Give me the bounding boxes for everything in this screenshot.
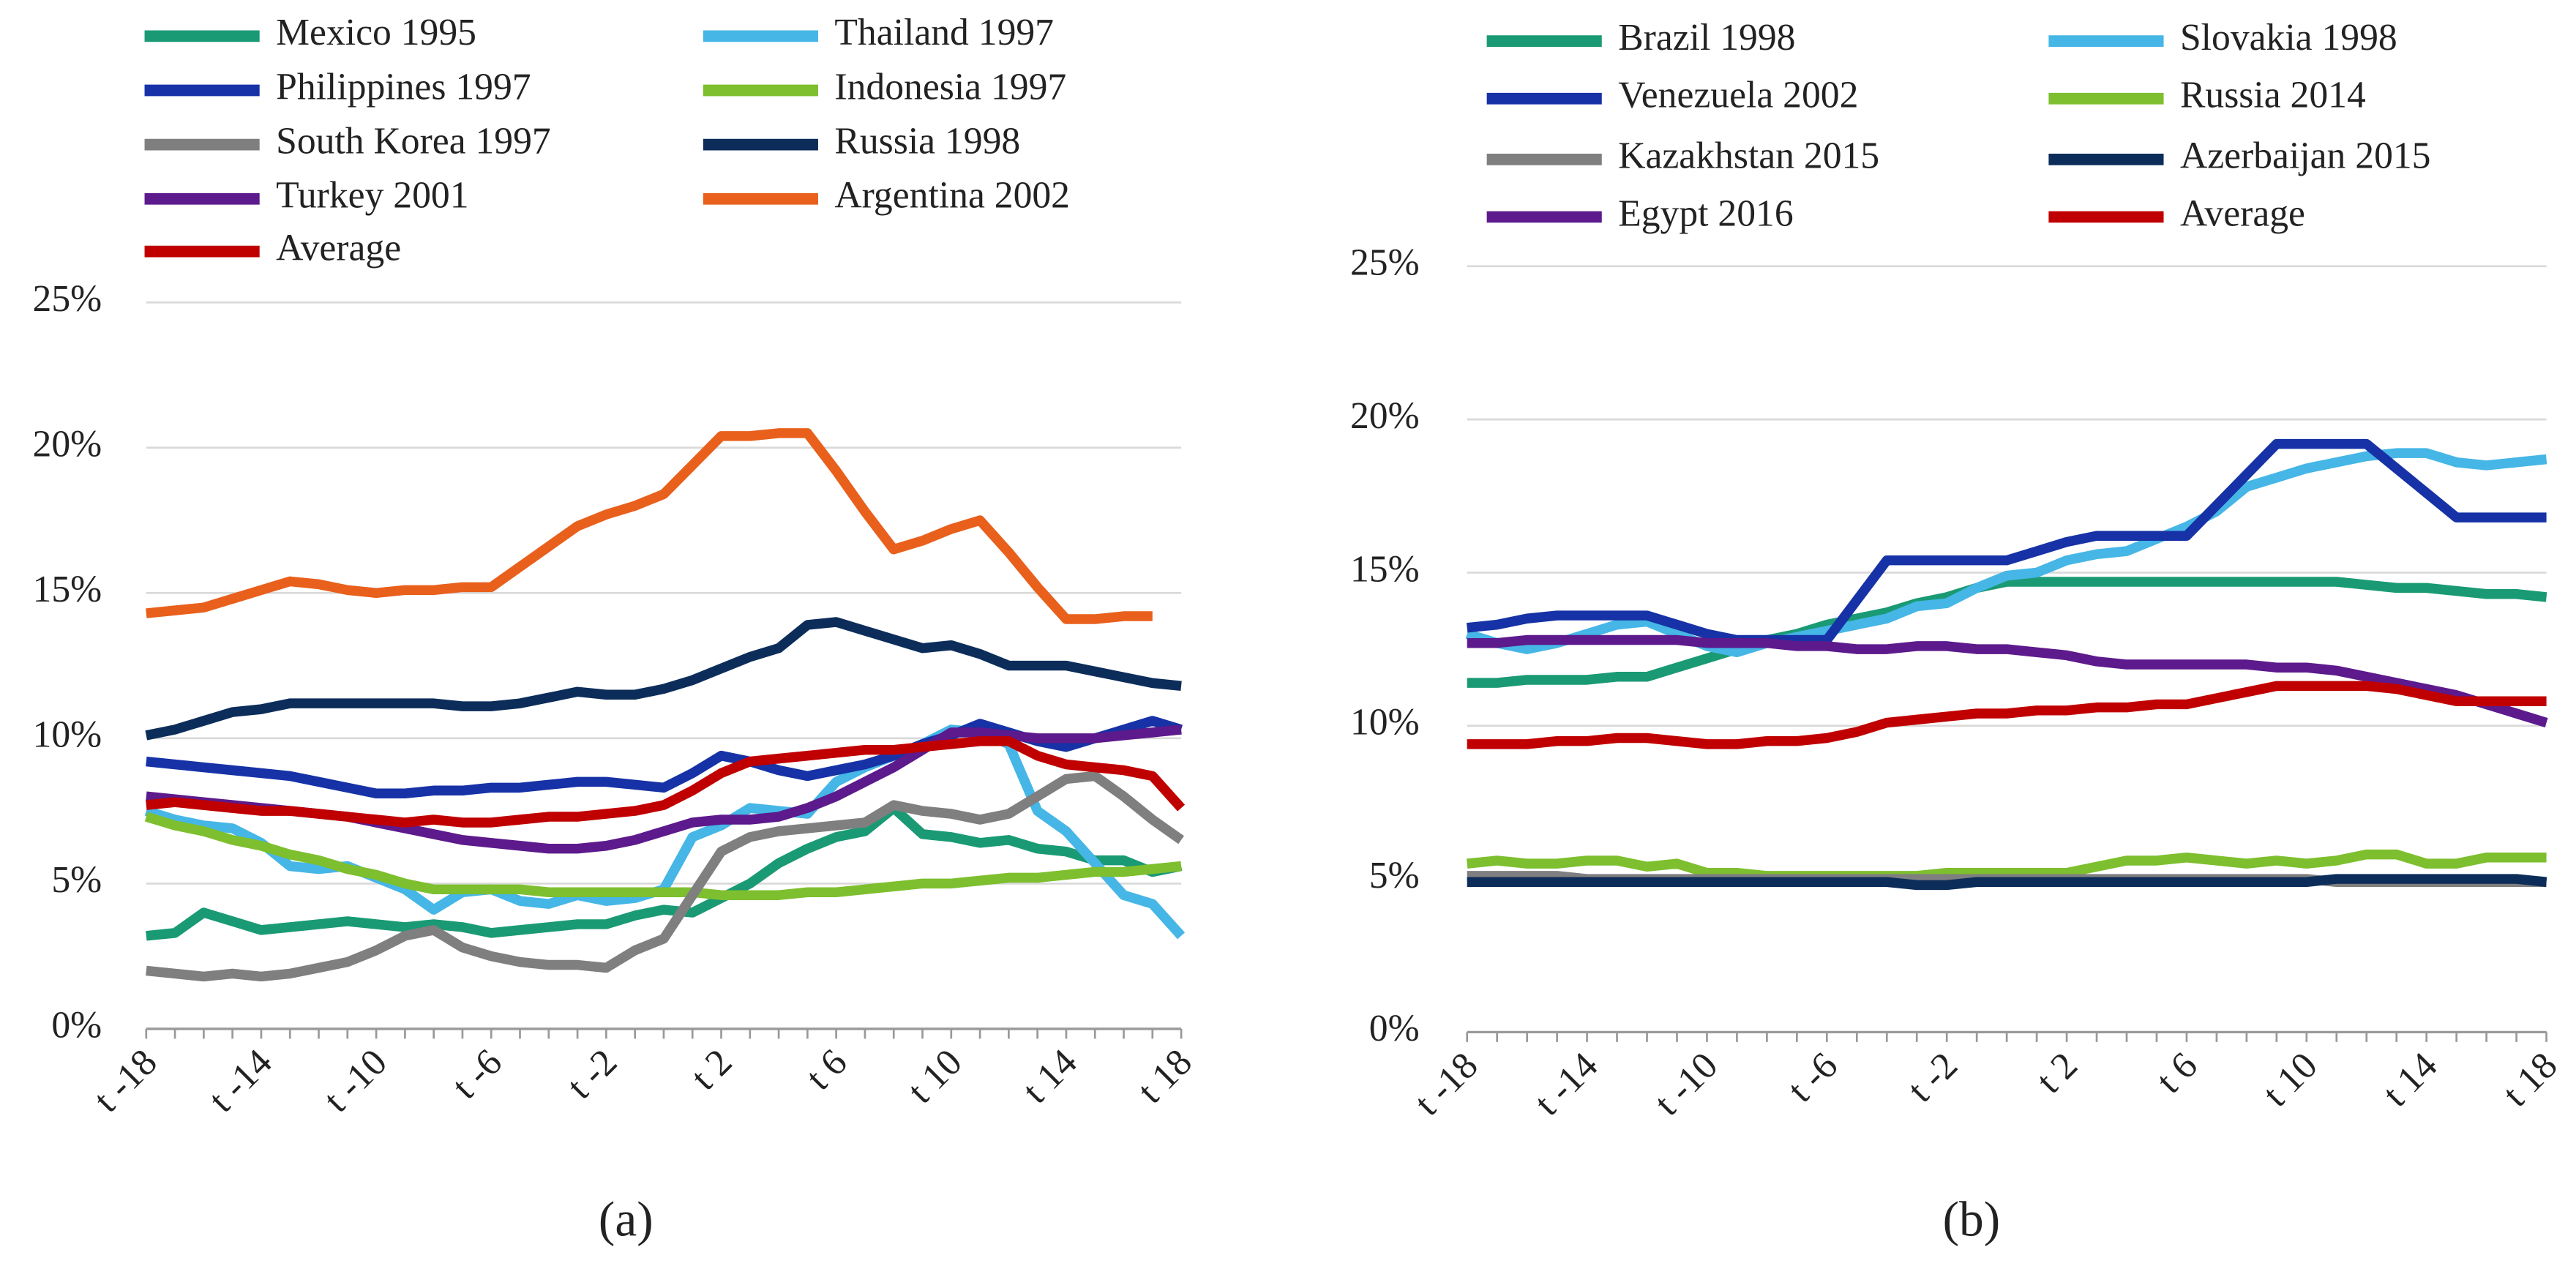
x-tick-label: t 10 — [2255, 1044, 2326, 1115]
legend-label: Argentina 2002 — [834, 175, 1070, 217]
legend-label: Mexico 1995 — [276, 12, 476, 53]
y-tick-label: 20% — [1350, 395, 1420, 437]
series-line — [146, 803, 1183, 941]
legend-label: Azerbaijan 2015 — [2180, 135, 2431, 177]
y-tick-label: 0% — [51, 1005, 102, 1046]
series-line — [146, 771, 1184, 982]
series-line — [1467, 438, 2547, 645]
x-tick-label: t -10 — [1647, 1044, 1726, 1123]
x-tick-label: t 18 — [1130, 1041, 1200, 1112]
series-line — [146, 428, 1153, 624]
legend-label: Brazil 1998 — [1618, 17, 1795, 59]
y-tick-label: 25% — [1350, 242, 1420, 284]
x-tick-label: t -10 — [316, 1041, 395, 1120]
y-tick-label: 0% — [1369, 1008, 1420, 1049]
y-tick-label: 5% — [1369, 855, 1420, 896]
y-tick-label: 5% — [51, 859, 102, 901]
x-tick-label: t -18 — [86, 1041, 165, 1120]
series-line — [144, 812, 1182, 900]
x-tick-label: t 6 — [2149, 1044, 2206, 1101]
legend-label: Turkey 2001 — [276, 175, 468, 217]
legend-label: Venezuela 2002 — [1618, 75, 1858, 116]
legend-label: Philippines 1997 — [276, 66, 531, 108]
legend-label: South Korea 1997 — [276, 120, 551, 162]
x-tick-label: t -18 — [1407, 1044, 1486, 1123]
y-tick-label: 15% — [33, 569, 102, 610]
x-tick-label: t 14 — [2375, 1044, 2445, 1115]
series-line — [145, 617, 1182, 741]
x-tick-label: t -2 — [559, 1041, 625, 1107]
x-tick-label: t 2 — [2029, 1044, 2086, 1101]
x-tick-label: t -14 — [201, 1041, 280, 1120]
x-tick-label: t 10 — [900, 1041, 970, 1112]
legend-label: Russia 1998 — [834, 120, 1020, 162]
legend-label: Slovakia 1998 — [2180, 17, 2397, 59]
y-tick-label: 20% — [33, 424, 102, 465]
legend-label: Average — [276, 227, 401, 269]
x-tick-label: t 6 — [798, 1041, 855, 1098]
panel-label: (b) — [1943, 1192, 2001, 1247]
y-tick-label: 10% — [33, 714, 102, 756]
legend-label: Average — [2180, 192, 2305, 234]
x-tick-label: t 2 — [684, 1041, 741, 1098]
y-tick-label: 25% — [33, 278, 102, 320]
legend-label: Russia 2014 — [2180, 75, 2366, 116]
x-tick-label: t -6 — [444, 1041, 510, 1107]
series-line — [146, 736, 1186, 828]
x-tick-label: t 18 — [2495, 1044, 2565, 1115]
x-tick-label: t -14 — [1527, 1044, 1606, 1123]
x-tick-label: t -6 — [1780, 1044, 1846, 1110]
series-line — [1465, 448, 2547, 658]
panel-label: (a) — [599, 1192, 654, 1247]
legend-label: Egypt 2016 — [1618, 192, 1793, 234]
series-line — [1467, 577, 2547, 688]
x-tick-label: t 14 — [1015, 1041, 1085, 1112]
y-tick-label: 15% — [1350, 548, 1420, 590]
legend-label: Thailand 1997 — [834, 12, 1054, 53]
x-tick-label: t -2 — [1900, 1044, 1966, 1110]
legend-label: Indonesia 1997 — [834, 66, 1066, 108]
series-line — [1467, 681, 2547, 749]
y-tick-label: 10% — [1350, 702, 1420, 744]
series-line — [1467, 849, 2547, 881]
series-line — [1467, 874, 2547, 891]
legend-label: Kazakhstan 2015 — [1618, 135, 1879, 177]
series-line — [1467, 634, 2548, 728]
